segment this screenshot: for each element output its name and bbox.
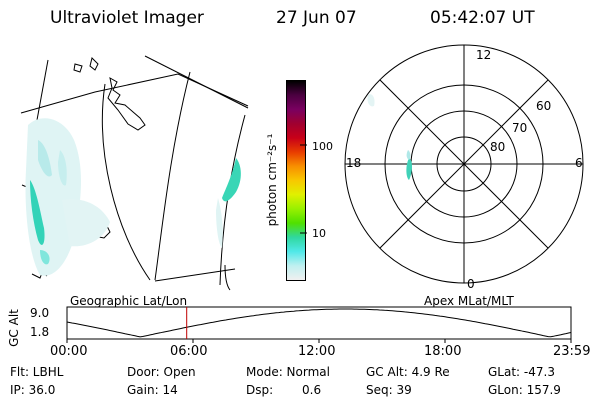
lat-label-60: 60 bbox=[536, 99, 552, 113]
time-label: 05:42:07 UT bbox=[430, 8, 535, 28]
flt-info: Flt: LBHL bbox=[10, 365, 64, 379]
altitude-curve bbox=[66, 308, 572, 338]
lat-label-80: 80 bbox=[490, 140, 506, 154]
lat-label-70: 70 bbox=[512, 121, 528, 135]
door-info: Door: Open bbox=[127, 365, 196, 379]
x-tick-1800: 18:00 bbox=[424, 344, 462, 359]
colorbar-ticks bbox=[300, 144, 307, 234]
seq-info: Seq: 39 bbox=[366, 383, 412, 397]
colorbar bbox=[286, 80, 306, 281]
gain-info: Gain: 14 bbox=[127, 383, 178, 397]
timeline-ticks bbox=[66, 339, 572, 343]
map-grid-lines bbox=[20, 55, 249, 291]
timeline-frame bbox=[66, 306, 572, 340]
x-tick-0000: 00:00 bbox=[50, 344, 88, 359]
mlt-label-12: 12 bbox=[476, 48, 492, 62]
mode-info: Mode: Normal bbox=[246, 365, 330, 379]
apex-mlat-mlt-label: Apex MLat/MLT bbox=[424, 294, 514, 308]
x-tick-0600: 06:00 bbox=[170, 344, 208, 359]
glon-info: GLon: 157.9 bbox=[488, 383, 561, 397]
gc-alt-max: 9.0 bbox=[30, 306, 50, 320]
ip-info: IP: 36.0 bbox=[10, 383, 56, 397]
dsp-value: 0.6 bbox=[302, 383, 322, 397]
gc-alt-info: GC Alt: 4.9 Re bbox=[366, 365, 450, 379]
date-label: 27 Jun 07 bbox=[276, 8, 357, 28]
mlt-label-0: 0 bbox=[467, 277, 475, 291]
colorbar-tick-10: 10 bbox=[312, 227, 326, 240]
x-tick-2359: 23:59 bbox=[553, 344, 591, 359]
gc-alt-min: 1.8 bbox=[30, 325, 50, 339]
x-tick-1200: 12:00 bbox=[298, 344, 336, 359]
mlt-label-6: 6 bbox=[575, 156, 583, 170]
polar-meridian-diag-2 bbox=[379, 79, 549, 249]
colorbar-tick-100: 100 bbox=[312, 140, 333, 153]
instrument-title: Ultraviolet Imager bbox=[50, 8, 204, 28]
glat-info: GLat: -47.3 bbox=[488, 365, 555, 379]
dsp-label: Dsp: bbox=[246, 383, 274, 397]
mlt-label-18: 18 bbox=[346, 156, 362, 170]
geographic-latlon-label: Geographic Lat/Lon bbox=[70, 294, 188, 308]
aurora-emission-map bbox=[25, 118, 241, 276]
polar-aurora-emission bbox=[367, 94, 412, 180]
